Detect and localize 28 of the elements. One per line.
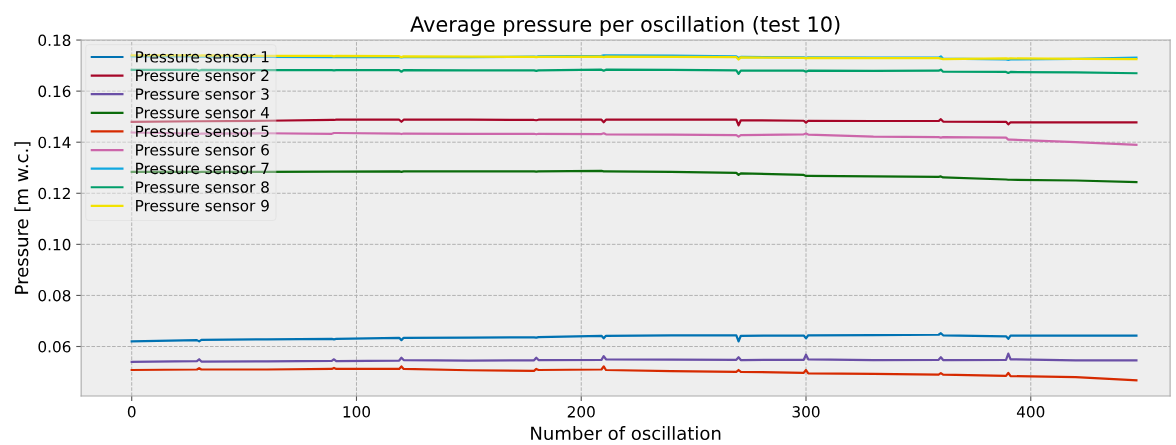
- y-tick-label: 0.10: [38, 238, 71, 251]
- legend-label: Pressure sensor 5: [136, 125, 269, 137]
- legend-label: Pressure sensor 7: [136, 162, 269, 175]
- y-tick-label: 0.14: [38, 136, 71, 149]
- y-tick-label: 0.16: [38, 85, 71, 98]
- y-tick-label: 0.18: [38, 34, 71, 47]
- legend-label: Pressure sensor 1: [136, 51, 269, 63]
- y-axis-title: Pressure [m w.c.]: [14, 142, 31, 294]
- legend-label: Pressure sensor 6: [136, 144, 269, 156]
- line-series: [130, 332, 1138, 343]
- legend-label: Pressure sensor 9: [136, 199, 269, 212]
- legend-label: Pressure sensor 3: [136, 88, 269, 100]
- y-tick-label: 0.12: [38, 187, 70, 200]
- chart-title: Average pressure per oscillation (test 10): [410, 15, 840, 37]
- x-tick-label: 300: [792, 406, 820, 418]
- legend-label: Pressure sensor 8: [136, 181, 269, 193]
- y-tick-label: 0.08: [38, 289, 71, 302]
- x-tick-label: 0: [127, 406, 136, 418]
- legend-label: Pressure sensor 4: [136, 107, 270, 119]
- x-axis-title: Number of oscillation: [531, 426, 721, 441]
- legend-label: Pressure sensor 2: [136, 69, 269, 82]
- x-tick-label: 200: [567, 406, 595, 418]
- x-tick-label: 400: [1016, 406, 1045, 418]
- line-series: [130, 352, 1138, 363]
- x-tick-label: 100: [343, 406, 371, 418]
- line-series: [130, 365, 1138, 382]
- line-series: [130, 118, 1138, 127]
- y-tick-label: 0.06: [38, 340, 71, 353]
